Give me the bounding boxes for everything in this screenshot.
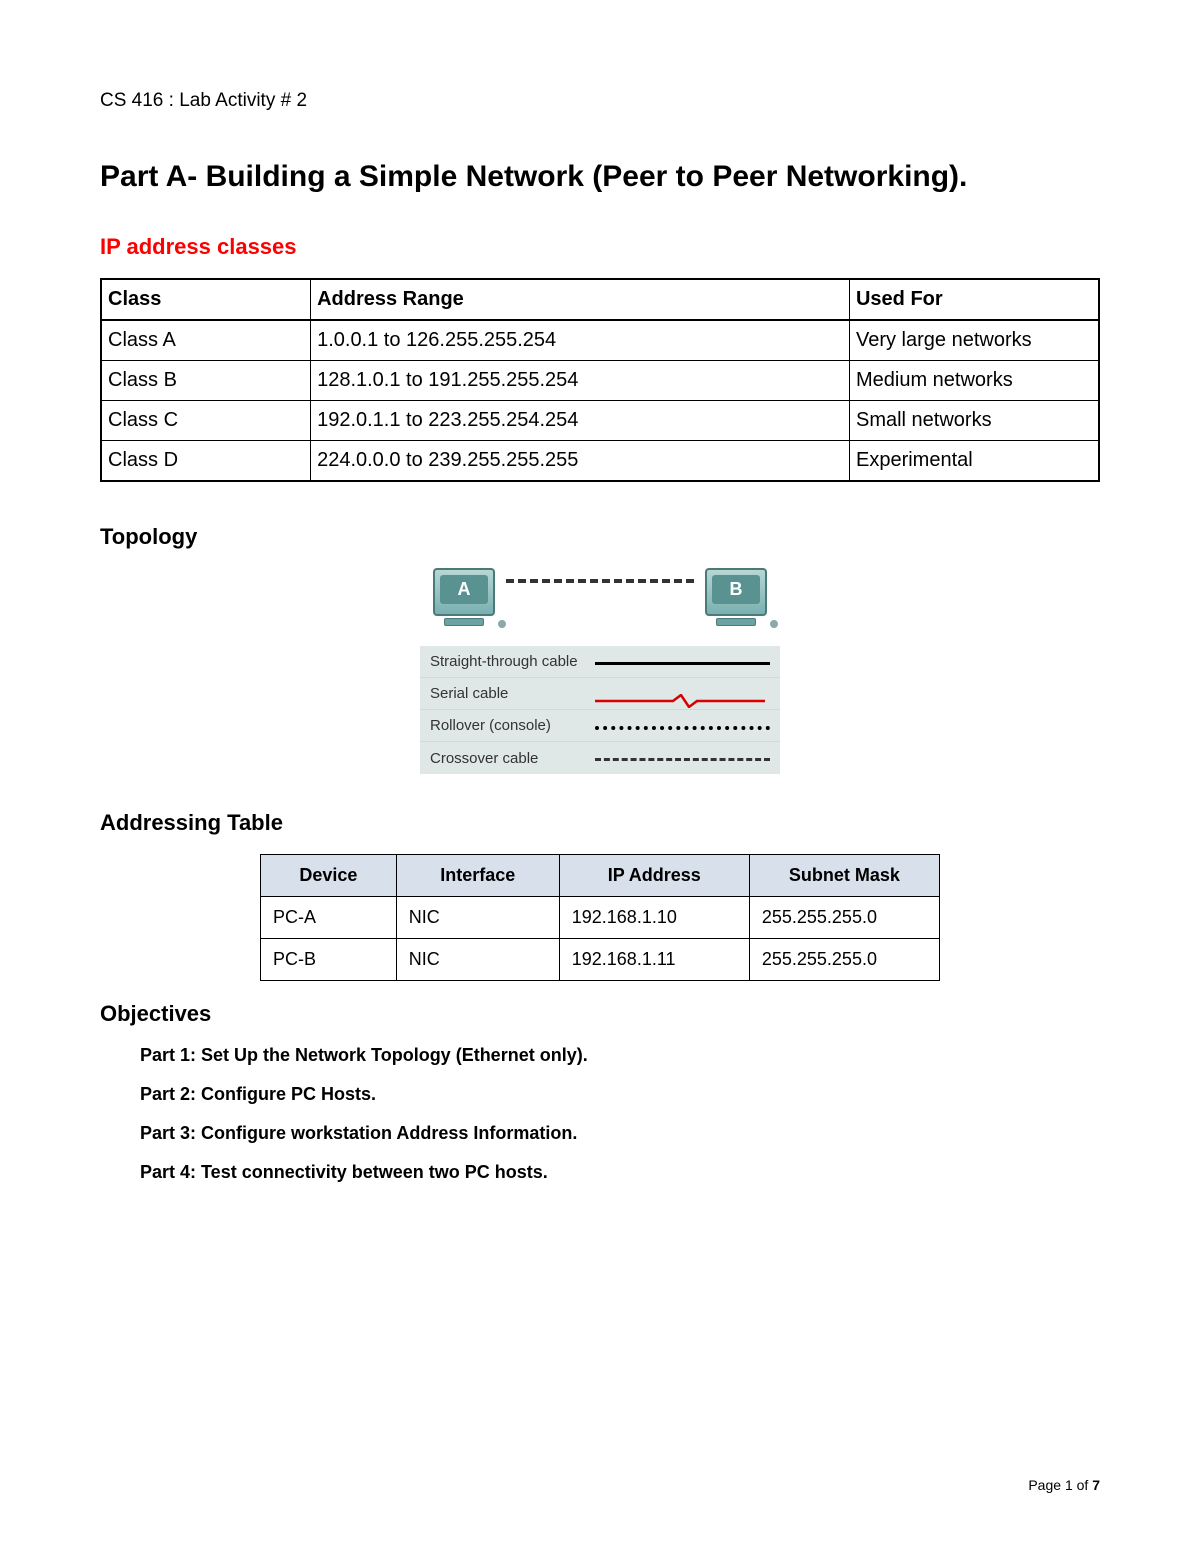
table-row: Class D 224.0.0.0 to 239.255.255.255 Exp… — [101, 441, 1099, 482]
addr-col-mask: Subnet Mask — [749, 855, 939, 897]
list-item: Part 3: Configure workstation Address In… — [140, 1123, 1100, 1144]
cell: 192.0.1.1 to 223.255.254.254 — [311, 401, 850, 441]
table-row: Class A 1.0.0.1 to 126.255.255.254 Very … — [101, 320, 1099, 361]
ip-classes-table: Class Address Range Used For Class A 1.0… — [100, 278, 1100, 482]
cell: Experimental — [849, 441, 1099, 482]
addressing-heading: Addressing Table — [100, 810, 1100, 836]
topology-heading: Topology — [100, 524, 1100, 550]
rollover-cable-icon — [595, 719, 770, 733]
list-item: Part 1: Set Up the Network Topology (Eth… — [140, 1045, 1100, 1066]
table-row: PC-A NIC 192.168.1.10 255.255.255.0 — [261, 897, 940, 939]
legend-row: Straight-through cable — [420, 646, 780, 678]
table-row: Class B 128.1.0.1 to 191.255.255.254 Med… — [101, 361, 1099, 401]
cell: Very large networks — [849, 320, 1099, 361]
list-item: Part 2: Configure PC Hosts. — [140, 1084, 1100, 1105]
cell: NIC — [396, 939, 559, 981]
cell: Medium networks — [849, 361, 1099, 401]
ip-col-used: Used For — [849, 279, 1099, 320]
cell: 255.255.255.0 — [749, 939, 939, 981]
pc-a-label: A — [440, 575, 488, 604]
page-footer: Page 1 of 7 — [1028, 1477, 1100, 1493]
list-item: Part 4: Test connectivity between two PC… — [140, 1162, 1100, 1183]
straight-cable-icon — [595, 655, 770, 669]
legend-label: Serial cable — [430, 685, 595, 702]
objectives-heading: Objectives — [100, 1001, 1100, 1027]
pc-a-icon: A — [428, 568, 500, 626]
cell: Class C — [101, 401, 311, 441]
cell: 224.0.0.0 to 239.255.255.255 — [311, 441, 850, 482]
ip-classes-heading: IP address classes — [100, 234, 1100, 260]
legend-row: Rollover (console) — [420, 710, 780, 742]
serial-cable-icon — [595, 687, 770, 701]
topology-diagram: A B Straight-through cable — [420, 568, 780, 774]
cell: 192.168.1.11 — [559, 939, 749, 981]
objectives-list: Part 1: Set Up the Network Topology (Eth… — [100, 1045, 1100, 1183]
legend-label: Rollover (console) — [430, 717, 595, 734]
addr-col-ip: IP Address — [559, 855, 749, 897]
legend-label: Straight-through cable — [430, 653, 595, 670]
page-of: of — [1073, 1477, 1092, 1493]
cable-legend: Straight-through cable Serial cable Ro — [420, 646, 780, 774]
cell: NIC — [396, 897, 559, 939]
cell: Class A — [101, 320, 311, 361]
ip-col-range: Address Range — [311, 279, 850, 320]
course-header: CS 416 : Lab Activity # 2 — [100, 90, 1100, 112]
pc-b-icon: B — [700, 568, 772, 626]
pc-b-label: B — [712, 575, 760, 604]
cell: PC-A — [261, 897, 397, 939]
ip-col-class: Class — [101, 279, 311, 320]
cell: Class B — [101, 361, 311, 401]
cell: Small networks — [849, 401, 1099, 441]
cell: 192.168.1.10 — [559, 897, 749, 939]
page-prefix: Page — [1028, 1477, 1065, 1493]
crossover-cable-icon — [595, 751, 770, 765]
cell: 128.1.0.1 to 191.255.255.254 — [311, 361, 850, 401]
table-row: PC-B NIC 192.168.1.11 255.255.255.0 — [261, 939, 940, 981]
addressing-table: Device Interface IP Address Subnet Mask … — [260, 854, 940, 981]
page-total: 7 — [1092, 1477, 1100, 1493]
page-title: Part A- Building a Simple Network (Peer … — [100, 160, 1100, 194]
legend-row: Serial cable — [420, 678, 780, 710]
cell: 255.255.255.0 — [749, 897, 939, 939]
addr-col-interface: Interface — [396, 855, 559, 897]
cell: PC-B — [261, 939, 397, 981]
table-row: Class C 192.0.1.1 to 223.255.254.254 Sma… — [101, 401, 1099, 441]
legend-row: Crossover cable — [420, 742, 780, 774]
crossover-link-icon — [506, 579, 694, 583]
legend-label: Crossover cable — [430, 750, 595, 767]
addr-col-device: Device — [261, 855, 397, 897]
page-current: 1 — [1065, 1477, 1073, 1493]
cell: 1.0.0.1 to 126.255.255.254 — [311, 320, 850, 361]
cell: Class D — [101, 441, 311, 482]
